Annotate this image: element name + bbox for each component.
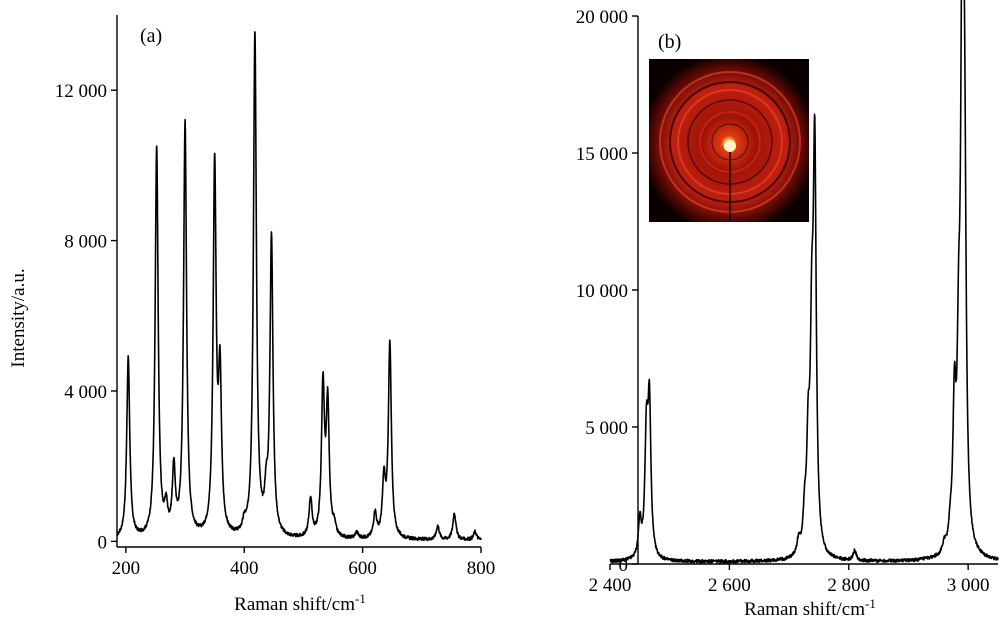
panel-b-x-axis-title-text: Raman shift/cm xyxy=(744,599,865,620)
y-tick-label: 15 000 xyxy=(576,144,628,165)
y-tick-label: 4 000 xyxy=(64,382,107,403)
x-tick-label: 3 000 xyxy=(947,575,990,596)
panel-a-x-axis-title-sup: -1 xyxy=(355,591,366,606)
x-tick-label: 600 xyxy=(348,558,377,579)
panel-a-ticks: 200 400 600 800 0 4 000 8 000 12 000 xyxy=(55,81,496,579)
panel-a-x-axis-title-text: Raman shift/cm xyxy=(234,594,355,615)
panel-b: 2 400 2 600 2 800 3 000 0 5 000 10 000 15 000 20… xyxy=(576,0,999,620)
x-tick-label: 2 400 xyxy=(589,575,632,596)
panel-b-ticks: 2 400 2 600 2 800 3 000 0 5 000 10 000 15 000 20… xyxy=(576,7,990,596)
inset-diffraction-image xyxy=(649,59,809,222)
panel-a-x-axis-title: Raman shift/cm-1 xyxy=(234,591,366,615)
panel-b-x-axis-title: Raman shift/cm-1 xyxy=(744,596,876,620)
y-tick-label: 10 000 xyxy=(576,281,628,302)
y-tick-label: 0 xyxy=(619,555,629,576)
panel-a: 200 400 600 800 0 4 000 8 000 12 000 (a) Raman … xyxy=(8,15,495,615)
y-tick-label: 12 000 xyxy=(55,81,107,102)
x-tick-label: 200 xyxy=(112,558,141,579)
panel-a-label: (a) xyxy=(140,25,162,47)
y-tick-label: 20 000 xyxy=(576,7,628,28)
y-tick-label: 5 000 xyxy=(585,418,628,439)
panel-b-spectrum-line xyxy=(609,0,999,564)
x-tick-label: 400 xyxy=(230,558,259,579)
y-tick-label: 8 000 xyxy=(64,232,107,253)
x-tick-label: 2 600 xyxy=(708,575,751,596)
panel-a-y-axis-title: Intensity/a.u. xyxy=(8,268,29,367)
x-tick-label: 800 xyxy=(467,558,496,579)
x-tick-label: 2 800 xyxy=(827,575,870,596)
panel-b-label: (b) xyxy=(658,31,681,53)
y-tick-label: 0 xyxy=(98,532,108,553)
panel-b-x-axis-title-sup: -1 xyxy=(865,596,876,611)
panel-a-spectrum-line xyxy=(116,31,482,542)
inset-center-spot xyxy=(724,140,736,152)
